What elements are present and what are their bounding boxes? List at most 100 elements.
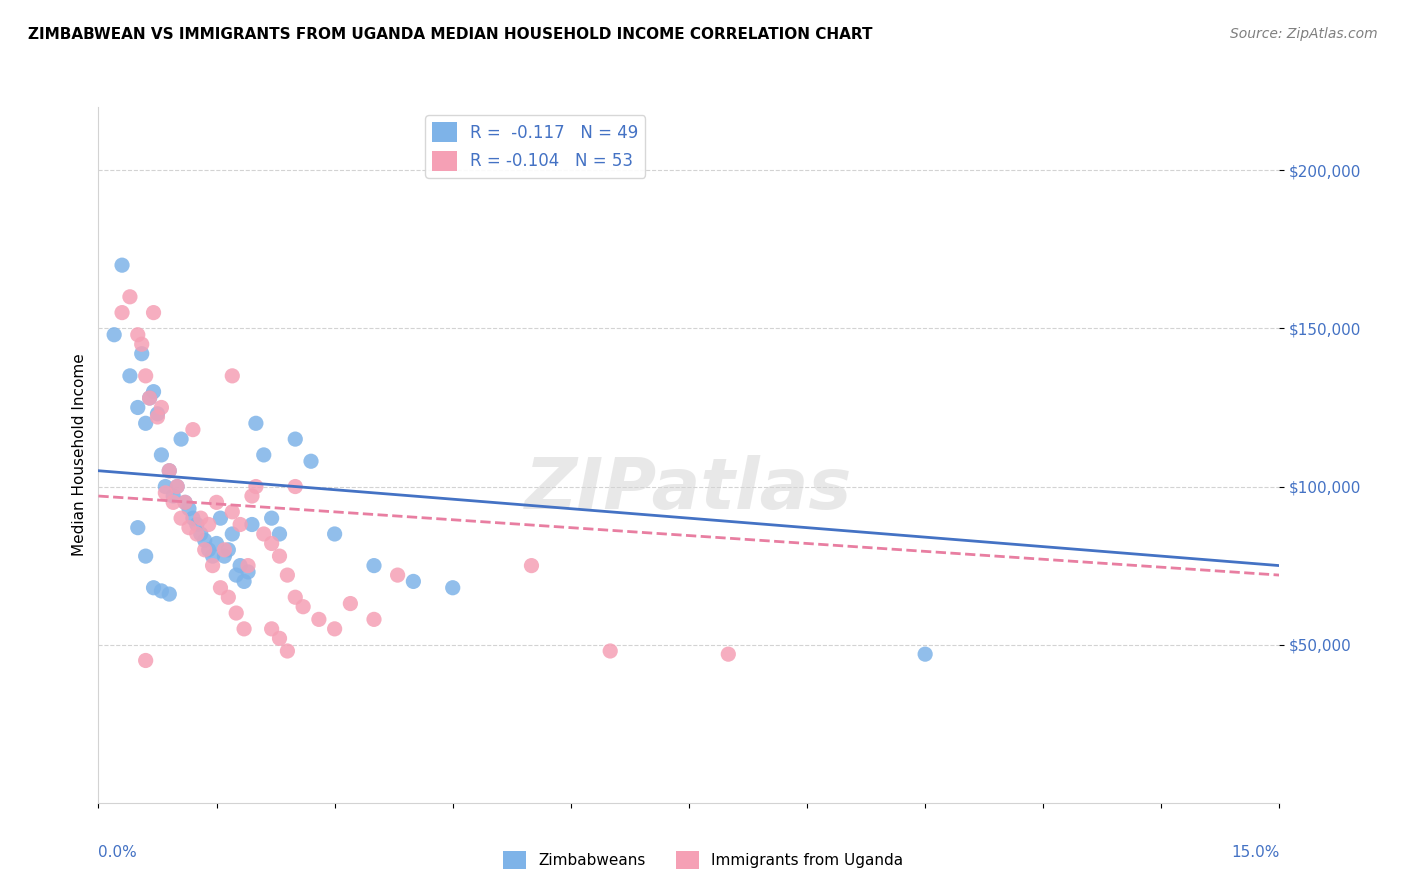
Text: Source: ZipAtlas.com: Source: ZipAtlas.com: [1230, 27, 1378, 41]
Point: [190, 511, 212, 525]
Point: [253, 527, 276, 541]
Point: [260, 622, 283, 636]
Point: [245, 479, 267, 493]
Point: [240, 489, 263, 503]
Point: [118, 368, 141, 383]
Point: [111, 305, 134, 319]
Point: [131, 337, 153, 351]
Point: [214, 549, 236, 563]
Point: [914, 647, 936, 661]
Point: [177, 501, 200, 516]
Point: [339, 597, 361, 611]
Point: [269, 549, 291, 563]
Point: [162, 489, 184, 503]
Point: [111, 258, 134, 272]
Point: [142, 305, 165, 319]
Point: [146, 409, 169, 424]
Point: [229, 517, 252, 532]
Point: [221, 368, 243, 383]
Point: [233, 574, 256, 589]
Point: [181, 511, 204, 525]
Point: [197, 517, 219, 532]
Point: [194, 533, 217, 548]
Point: [155, 486, 177, 500]
Point: [127, 521, 149, 535]
Text: ZIMBABWEAN VS IMMIGRANTS FROM UGANDA MEDIAN HOUSEHOLD INCOME CORRELATION CHART: ZIMBABWEAN VS IMMIGRANTS FROM UGANDA MED…: [28, 27, 873, 42]
Text: 15.0%: 15.0%: [1232, 845, 1279, 860]
Point: [174, 495, 197, 509]
Point: [138, 391, 160, 405]
Point: [225, 568, 247, 582]
Point: [323, 622, 346, 636]
Point: [135, 653, 157, 667]
Point: [170, 511, 193, 525]
Point: [177, 521, 200, 535]
Point: [194, 542, 217, 557]
Point: [150, 583, 173, 598]
Text: 0.0%: 0.0%: [98, 845, 138, 860]
Point: [146, 407, 169, 421]
Point: [127, 327, 149, 342]
Point: [240, 517, 263, 532]
Point: [118, 290, 141, 304]
Point: [138, 391, 160, 405]
Point: [181, 423, 204, 437]
Point: [170, 432, 193, 446]
Point: [284, 591, 307, 605]
Point: [308, 612, 330, 626]
Point: [135, 417, 157, 431]
Point: [166, 479, 188, 493]
Point: [233, 622, 256, 636]
Point: [402, 574, 425, 589]
Point: [387, 568, 409, 582]
Point: [236, 565, 259, 579]
Point: [150, 448, 173, 462]
Point: [214, 542, 236, 557]
Point: [157, 464, 180, 478]
Point: [131, 347, 153, 361]
Point: [363, 558, 385, 573]
Text: ZIPatlas: ZIPatlas: [526, 455, 852, 524]
Point: [103, 327, 125, 342]
Point: [209, 511, 232, 525]
Point: [142, 384, 165, 399]
Point: [284, 479, 307, 493]
Point: [155, 479, 177, 493]
Point: [276, 568, 298, 582]
Point: [157, 464, 180, 478]
Point: [217, 542, 239, 557]
Point: [520, 558, 543, 573]
Point: [260, 536, 283, 550]
Point: [236, 558, 259, 573]
Point: [157, 587, 180, 601]
Point: [162, 495, 184, 509]
Point: [717, 647, 740, 661]
Point: [245, 417, 267, 431]
Point: [205, 536, 228, 550]
Point: [284, 432, 307, 446]
Point: [253, 448, 276, 462]
Point: [127, 401, 149, 415]
Point: [201, 558, 224, 573]
Point: [186, 517, 208, 532]
Point: [166, 479, 188, 493]
Point: [363, 612, 385, 626]
Point: [225, 606, 247, 620]
Point: [217, 591, 239, 605]
Point: [209, 581, 232, 595]
Point: [292, 599, 315, 614]
Y-axis label: Median Household Income: Median Household Income: [72, 353, 87, 557]
Point: [599, 644, 621, 658]
Point: [276, 644, 298, 658]
Point: [197, 542, 219, 557]
Legend: Zimbabweans, Immigrants from Uganda: Zimbabweans, Immigrants from Uganda: [496, 845, 910, 875]
Point: [323, 527, 346, 541]
Point: [229, 558, 252, 573]
Point: [299, 454, 322, 468]
Point: [205, 495, 228, 509]
Point: [190, 527, 212, 541]
Point: [135, 549, 157, 563]
Point: [269, 527, 291, 541]
Point: [174, 495, 197, 509]
Point: [135, 368, 157, 383]
